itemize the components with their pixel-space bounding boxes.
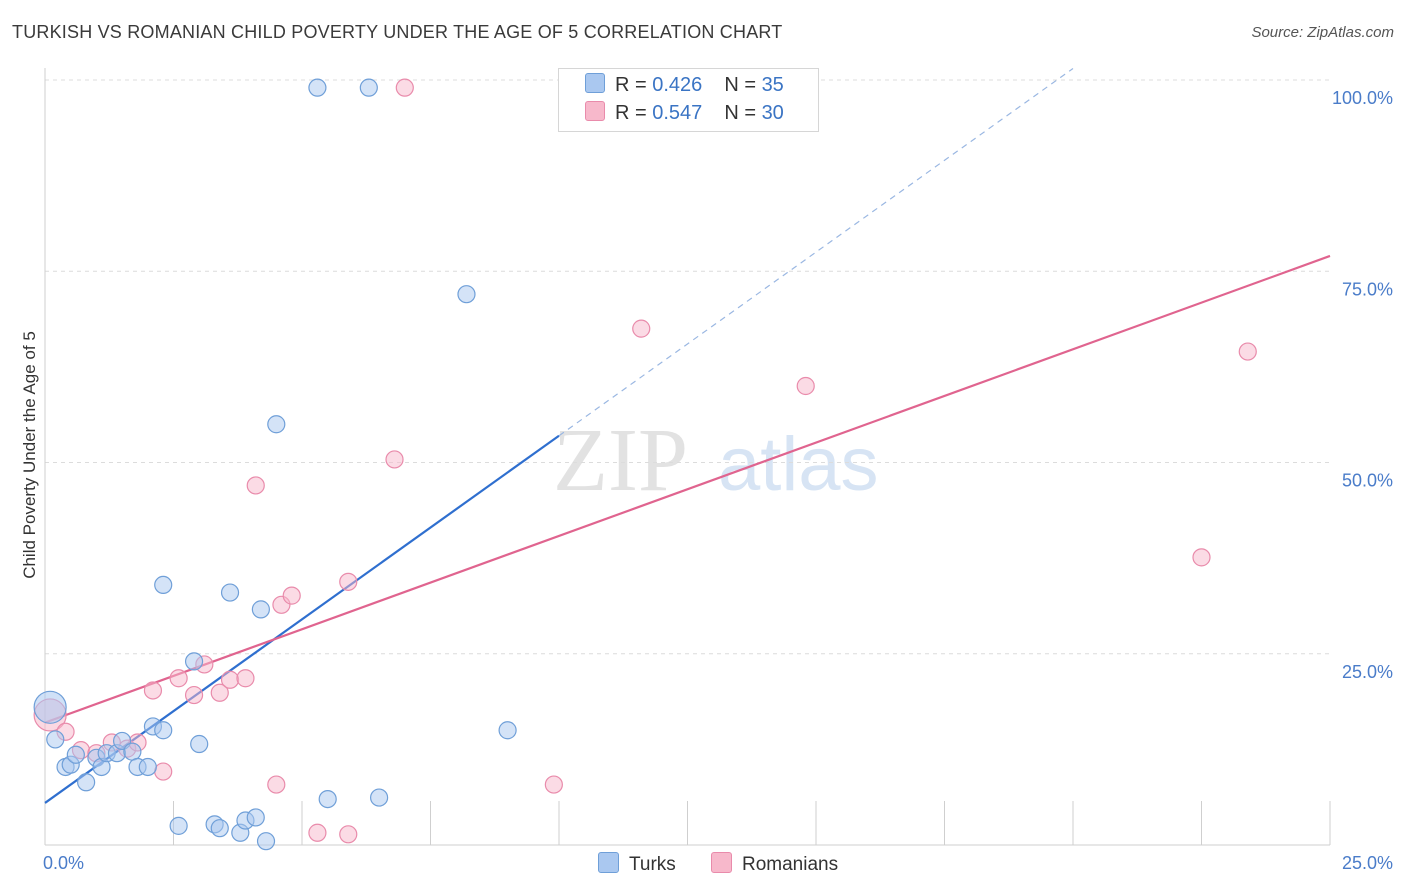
romanians-point: [246, 476, 265, 495]
romanians-legend-swatch: [711, 852, 732, 873]
romanians-legend-label: Romanians: [742, 854, 839, 875]
romanians-point: [169, 669, 188, 688]
romanians-swatch: [585, 101, 605, 121]
romanians-point: [154, 762, 173, 781]
turks-point: [318, 789, 337, 809]
turks-point: [498, 721, 517, 740]
chart-title: TURKISH VS ROMANIAN CHILD POVERTY UNDER …: [12, 22, 783, 42]
legend-n-label: N =: [724, 102, 762, 124]
bottom-legend-turks: Turks: [598, 852, 676, 876]
romanians-point: [267, 775, 286, 794]
romanians-point: [184, 685, 204, 705]
romanians-point: [210, 683, 229, 702]
turks-legend-label: Turks: [629, 854, 676, 875]
romanians-trend-line: [44, 254, 1331, 724]
turks-point: [359, 78, 378, 97]
romanians-point: [143, 681, 163, 700]
romanians-point: [796, 376, 815, 396]
watermark-atlas: atlas: [718, 422, 879, 507]
turks-point: [184, 652, 204, 671]
turks-point: [251, 600, 270, 619]
romanians-point: [395, 78, 414, 97]
romanians-point: [282, 586, 301, 605]
turks-point: [123, 742, 142, 761]
turks-point: [190, 734, 209, 754]
romanians-point: [220, 670, 240, 689]
turks-point: [308, 78, 327, 97]
romanians-point: [236, 669, 255, 688]
turks-point: [77, 773, 96, 792]
y-tick-label: 100.0%: [1332, 88, 1393, 108]
turks-point: [457, 285, 476, 304]
romanians-point: [339, 825, 358, 844]
romanians-point: [385, 450, 404, 469]
gridlines: [45, 79, 1330, 655]
source-credit: Source: ZipAtlas.com: [1251, 24, 1394, 41]
data-points: [33, 78, 1257, 851]
turks-legend-swatch: [598, 852, 619, 873]
turks-point: [370, 788, 389, 807]
turks-point: [138, 757, 157, 777]
turks-point: [154, 721, 173, 740]
turks-point: [66, 745, 85, 764]
turks-point: [220, 583, 240, 602]
legend-r-value-turks: 0.426: [652, 74, 703, 96]
turks-point: [256, 832, 276, 851]
legend-row-turks: R = 0.426 N = 35: [585, 73, 784, 101]
turks-point: [33, 690, 67, 724]
legend-n-label: N =: [724, 74, 762, 96]
y-tick-label: 75.0%: [1342, 279, 1393, 299]
romanians-point: [632, 319, 651, 338]
romanians-point: [339, 572, 358, 591]
y-tick-label: 50.0%: [1342, 471, 1393, 491]
x-tick-label: 0.0%: [43, 853, 84, 873]
turks-point: [169, 816, 188, 835]
turks-point: [267, 415, 286, 434]
watermark-zip: ZIP: [553, 411, 688, 510]
legend-row-romanians: R = 0.547 N = 30: [585, 101, 784, 129]
legend-r-value-romanians: 0.547: [652, 102, 703, 124]
tick-labels: 25.0% 50.0% 75.0% 100.0% 0.0% 25.0%: [43, 88, 1393, 873]
x-tick-label: 25.0%: [1342, 853, 1393, 873]
romanians-point: [1192, 548, 1211, 567]
y-tick-label: 25.0%: [1342, 662, 1393, 682]
bottom-legend-romanians: Romanians: [711, 852, 838, 876]
correlation-legend: R = 0.426 N = 35 R = 0.547 N = 30: [558, 68, 819, 132]
romanians-point: [308, 823, 327, 842]
legend-n-value-turks: 35: [761, 74, 784, 96]
legend-r-label: R =: [615, 74, 653, 96]
legend-n-value-romanians: 30: [761, 102, 784, 124]
legend-r-label: R =: [615, 102, 653, 124]
turks-point: [210, 819, 229, 838]
y-axis-label: Child Poverty Under the Age of 5: [20, 331, 39, 579]
romanians-point: [1238, 342, 1257, 361]
romanians-point: [544, 775, 563, 794]
turks-point: [154, 575, 173, 595]
turks-swatch: [585, 73, 605, 93]
turks-point: [246, 808, 265, 827]
turks-point: [46, 730, 65, 749]
